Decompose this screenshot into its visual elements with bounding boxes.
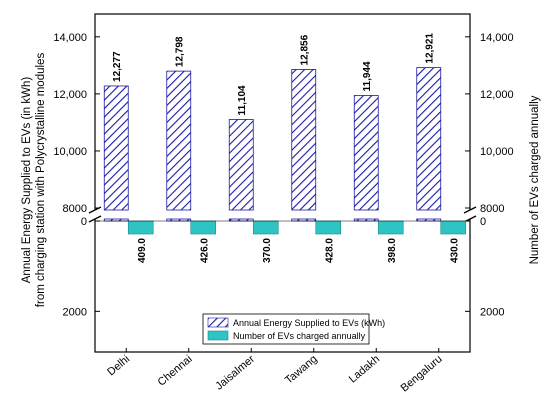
ev-value-label-3: 428.0 xyxy=(324,238,335,263)
y-axis-left-label-line-0: Annual Energy Supplied to EVs (in kWh) xyxy=(21,77,33,284)
ev-bar-5 xyxy=(440,220,467,235)
y-right-tick-label-upper-3: 14,000 xyxy=(480,32,514,44)
y-left-tick-label-lower-1: 2000 xyxy=(63,306,87,318)
y-left-tick-label-upper-1: 10,000 xyxy=(53,146,87,158)
y-axis-left-label: Annual Energy Supplied to EVs (in kWh) fr… xyxy=(21,53,47,308)
x-tick-label-4: Ladakh xyxy=(347,353,382,385)
ev-value-label-0: 409.0 xyxy=(137,238,148,263)
legend-box xyxy=(202,313,370,345)
legend-label-ev: Number of EVs charged annually xyxy=(233,331,366,341)
energy-bar-0 xyxy=(103,85,129,211)
energy-bar-3 xyxy=(291,69,317,211)
y-left-tick-label-upper-0: 8000 xyxy=(63,203,87,215)
energy-bar-4 xyxy=(353,95,379,211)
energy-bar-2 xyxy=(228,119,254,211)
y-left-tick-label-upper-2: 12,000 xyxy=(53,89,87,101)
ev-bar-0 xyxy=(127,220,154,235)
y-axis-left-label-line-1: from charging station with Polycrystalli… xyxy=(35,53,47,308)
y-left-tick-label-upper-3: 14,000 xyxy=(53,32,87,44)
axis-break-band xyxy=(89,210,476,219)
ev-bar-3 xyxy=(315,220,342,235)
y-right-tick-label-upper-0: 8000 xyxy=(480,203,504,215)
energy-value-label-2: 11,104 xyxy=(237,85,248,115)
x-tick-label-0: Delhi xyxy=(105,353,132,378)
y-right-tick-label-lower-1: 2000 xyxy=(480,306,504,318)
y-axis-right-label: Number of EVs charged annually xyxy=(529,95,541,264)
axis-break-mark-left-bottom xyxy=(88,215,102,223)
axis-break-mark-right-top xyxy=(463,206,477,214)
x-tick-label-3: Tawang xyxy=(283,353,320,387)
energy-value-label-1: 12,798 xyxy=(175,36,186,67)
plot-frame xyxy=(94,13,471,353)
ev-value-label-1: 426.0 xyxy=(199,238,210,263)
ev-bar-2 xyxy=(252,220,279,235)
x-tick-label-2: Jaisalmer xyxy=(213,353,257,393)
ev-value-label-4: 398.0 xyxy=(387,238,398,263)
energy-value-label-0: 12,277 xyxy=(112,51,123,82)
energy-value-label-3: 12,856 xyxy=(300,34,311,65)
plot-area: 8000 8000 10,000 10,000 12,000 12,000 14,000 14… xyxy=(53,13,514,395)
y-right-tick-label-upper-1: 10,000 xyxy=(480,146,514,158)
y-right-tick-label-lower-0: 0 xyxy=(480,216,486,228)
energy-bar-5 xyxy=(416,67,442,211)
x-tick-label-1: Chennai xyxy=(156,353,195,389)
energy-value-label-4: 11,944 xyxy=(362,61,373,91)
y-left-tick-label-lower-0: 0 xyxy=(81,216,87,228)
y-right-tick-label-upper-2: 12,000 xyxy=(480,89,514,101)
energy-value-label-5: 12,921 xyxy=(425,33,436,64)
legend-label-energy: Annual Energy Supplied to EVs (kWh) xyxy=(233,318,385,328)
x-tick-label-5: Bengaluru xyxy=(399,353,445,394)
legend-swatch-ev xyxy=(207,330,229,341)
ev-bar-1 xyxy=(190,220,217,235)
energy-bar-1 xyxy=(166,70,192,211)
legend-swatch-energy xyxy=(207,317,229,328)
ev-bar-4 xyxy=(377,220,404,235)
ev-value-label-5: 430.0 xyxy=(449,238,460,263)
ev-value-label-2: 370.0 xyxy=(262,238,273,263)
